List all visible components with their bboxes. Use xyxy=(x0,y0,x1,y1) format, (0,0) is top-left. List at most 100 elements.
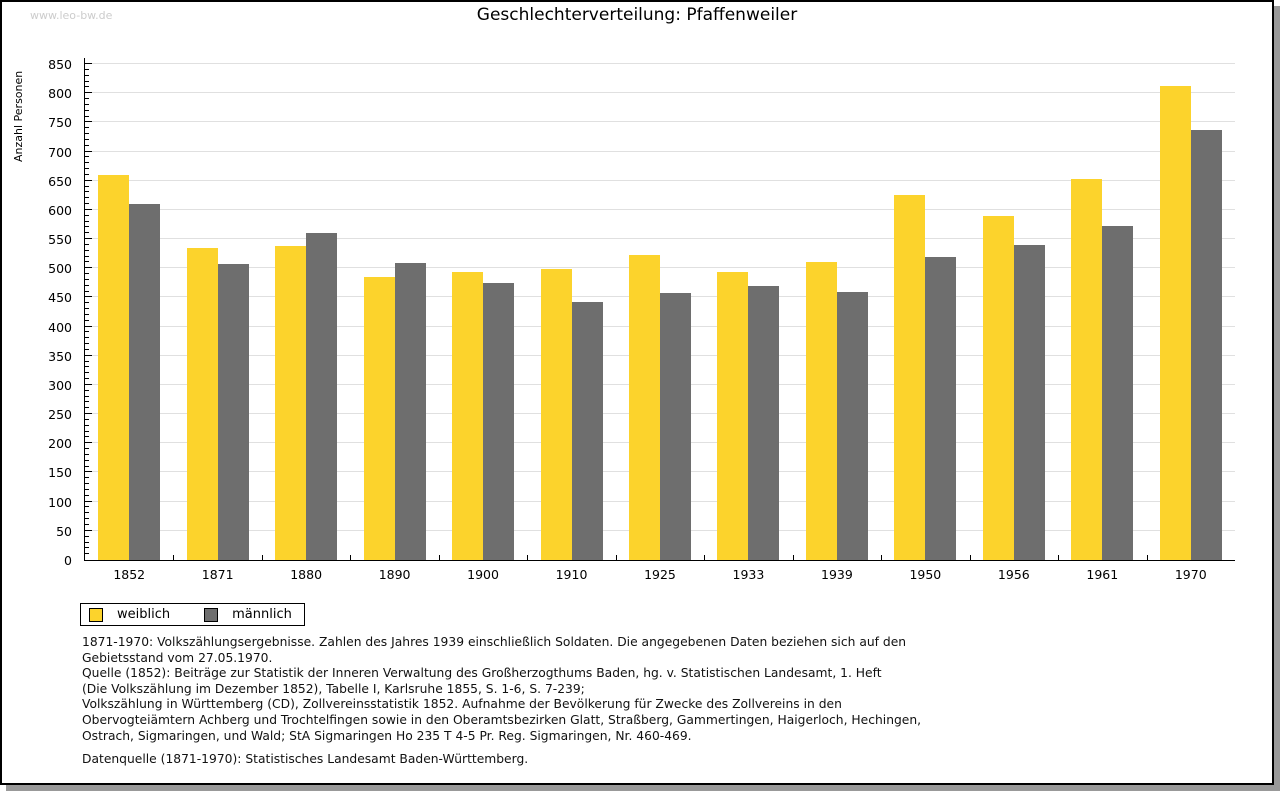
y-tick-label-0: 0 xyxy=(64,553,72,568)
y-tick-380 xyxy=(85,337,89,339)
y-tick-170 xyxy=(85,459,89,461)
gridline-700 xyxy=(85,150,1235,152)
x-tick-label-1900: 1900 xyxy=(467,567,499,582)
bar-group-1950: 1950 xyxy=(881,58,969,582)
x-tick-5 xyxy=(527,555,529,560)
legend-swatch-weiblich xyxy=(89,607,103,622)
footer-line-5: Volkszählung in Württemberg (CD), Zollve… xyxy=(82,697,842,712)
y-tick-690 xyxy=(85,156,89,158)
bar-männlich-1950 xyxy=(925,256,957,560)
y-tick-140 xyxy=(85,477,89,479)
x-tick-6 xyxy=(615,555,617,560)
y-tick-560 xyxy=(85,232,89,234)
footer-datasource: Datenquelle (1871-1970): Statistisches L… xyxy=(82,752,529,767)
bar-group-1939: 1939 xyxy=(793,58,881,582)
legend-label-weiblich: weiblich xyxy=(117,607,171,622)
y-tick-780 xyxy=(85,103,89,105)
y-tick-730 xyxy=(85,133,89,135)
footer-line-1: 1871-1970: Volkszählungsergebnisse. Zahl… xyxy=(82,635,907,649)
bar-group-1970: 1970 xyxy=(1147,58,1235,582)
bar-group-1910: 1910 xyxy=(527,58,615,582)
y-axis-labels: 0 50 100 150 200 250 300 350 400 450 500 550 600 650 7… xyxy=(2,57,78,568)
y-tick-240 xyxy=(85,418,89,420)
y-tick-810 xyxy=(85,86,89,88)
y-tick-460 xyxy=(85,290,89,292)
bar-group-1925: 1925 xyxy=(616,58,704,582)
bar-group-1890: 1890 xyxy=(350,58,438,582)
y-tick-290 xyxy=(85,389,89,391)
y-tick-840 xyxy=(85,68,89,70)
footer-line-7: Ostrach, Sigmaringen, und Wald; StA Sigm… xyxy=(82,728,692,743)
x-tick-1 xyxy=(173,555,175,560)
y-tick-590 xyxy=(85,214,89,216)
y-tick-180 xyxy=(85,453,89,455)
y-tick-550 xyxy=(85,238,92,240)
y-tick-label-600: 600 xyxy=(48,202,72,218)
gridline-800 xyxy=(85,92,1235,94)
y-tick-220 xyxy=(85,430,89,432)
x-tick-label-1910: 1910 xyxy=(555,567,588,582)
y-tick-160 xyxy=(85,465,89,467)
gridline-600 xyxy=(85,208,1235,210)
y-tick-label-200: 200 xyxy=(48,436,72,452)
footer-line-6: Obervogteiämtern Achberg und Trochtelfin… xyxy=(82,712,922,727)
x-tick-9 xyxy=(881,555,883,560)
bar-männlich-1852 xyxy=(129,204,161,560)
y-tick-250 xyxy=(85,413,92,415)
footer-line-2: Gebietsstand vom 27.05.1970. xyxy=(82,650,273,665)
y-tick-40 xyxy=(85,535,89,537)
y-tick-450 xyxy=(85,296,92,298)
gridline-550 xyxy=(85,238,1235,240)
bar-weiblich-1925 xyxy=(628,254,660,560)
y-tick-label-350: 350 xyxy=(48,348,72,364)
bar-weiblich-1871 xyxy=(186,248,218,560)
y-tick-490 xyxy=(85,273,89,275)
y-tick-label-400: 400 xyxy=(48,319,72,335)
y-tick-200 xyxy=(85,442,92,444)
y-tick-620 xyxy=(85,197,89,199)
y-tick-600 xyxy=(85,208,92,210)
y-tick-410 xyxy=(85,319,89,321)
y-tick-label-500: 500 xyxy=(48,261,72,277)
y-tick-label-800: 800 xyxy=(48,86,72,102)
y-tick-150 xyxy=(85,471,92,473)
bar-weiblich-1950 xyxy=(894,195,926,560)
gridline-750 xyxy=(85,121,1235,123)
x-tick-12 xyxy=(1146,555,1148,560)
y-tick-630 xyxy=(85,191,89,193)
bar-männlich-1890 xyxy=(394,262,426,560)
y-tick-400 xyxy=(85,325,92,327)
y-tick-680 xyxy=(85,162,89,164)
y-tick-70 xyxy=(85,518,89,520)
x-tick-label-1871: 1871 xyxy=(201,567,234,582)
bar-männlich-1970 xyxy=(1190,129,1222,560)
y-tick-label-550: 550 xyxy=(48,232,72,248)
bar-group-1852: 1852 xyxy=(85,58,173,582)
y-tick-280 xyxy=(85,395,89,397)
legend-item-männlich: männlich xyxy=(204,607,292,622)
bar-group-1933: 1933 xyxy=(704,58,792,582)
y-tick-570 xyxy=(85,226,89,228)
y-tick-label-250: 250 xyxy=(48,407,72,423)
y-tick-830 xyxy=(85,74,89,76)
x-tick-7 xyxy=(704,555,706,560)
y-tick-530 xyxy=(85,249,89,251)
y-tick-650 xyxy=(85,179,92,181)
bar-group-1961: 1961 xyxy=(1058,58,1146,582)
bar-group-1871: 1871 xyxy=(173,58,261,582)
y-tick-700 xyxy=(85,150,92,152)
legend-label-männlich: männlich xyxy=(232,607,292,622)
y-tick-label-50: 50 xyxy=(56,523,72,539)
y-tick-740 xyxy=(85,127,89,129)
y-tick-750 xyxy=(85,121,92,123)
y-tick-790 xyxy=(85,98,89,100)
x-tick-label-1925: 1925 xyxy=(644,567,676,582)
y-tick-430 xyxy=(85,308,89,310)
bar-männlich-1956 xyxy=(1013,244,1045,560)
x-tick-label-1939: 1939 xyxy=(821,567,853,582)
x-tick-3 xyxy=(350,555,352,560)
y-tick-390 xyxy=(85,331,89,333)
legend-swatch-männlich xyxy=(204,607,219,622)
y-tick-50 xyxy=(85,529,92,531)
